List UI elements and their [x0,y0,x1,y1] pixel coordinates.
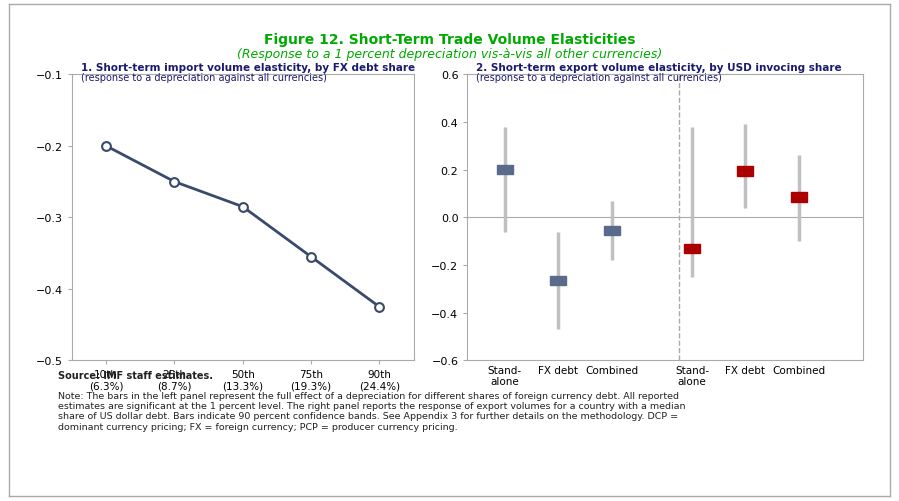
FancyBboxPatch shape [791,193,807,202]
FancyBboxPatch shape [604,226,619,236]
FancyBboxPatch shape [550,276,566,286]
Point [304,253,318,261]
Text: 1. Short-term import volume elasticity, by FX debt share: 1. Short-term import volume elasticity, … [81,63,415,73]
Point [167,178,182,186]
Text: 2. Short-term export volume elasticity, by USD invocing share: 2. Short-term export volume elasticity, … [476,63,842,73]
FancyBboxPatch shape [497,165,513,175]
Text: Note: The bars in the left panel represent the full effect of a depreciation for: Note: The bars in the left panel represe… [58,391,686,431]
Point [372,303,387,311]
FancyBboxPatch shape [684,244,700,254]
Text: (response to a depreciation against all currencies): (response to a depreciation against all … [81,73,326,83]
Text: (Response to a 1 percent depreciation vis-à-vis all other currencies): (Response to a 1 percent depreciation vi… [236,48,663,61]
Text: Figure 12. Short-Term Trade Volume Elasticities: Figure 12. Short-Term Trade Volume Elast… [263,33,636,47]
Point [99,142,113,150]
Point [236,203,250,211]
FancyBboxPatch shape [737,167,753,176]
Text: (response to a depreciation against all currencies): (response to a depreciation against all … [476,73,722,83]
Text: Source: IMF staff estimates.: Source: IMF staff estimates. [58,371,213,381]
